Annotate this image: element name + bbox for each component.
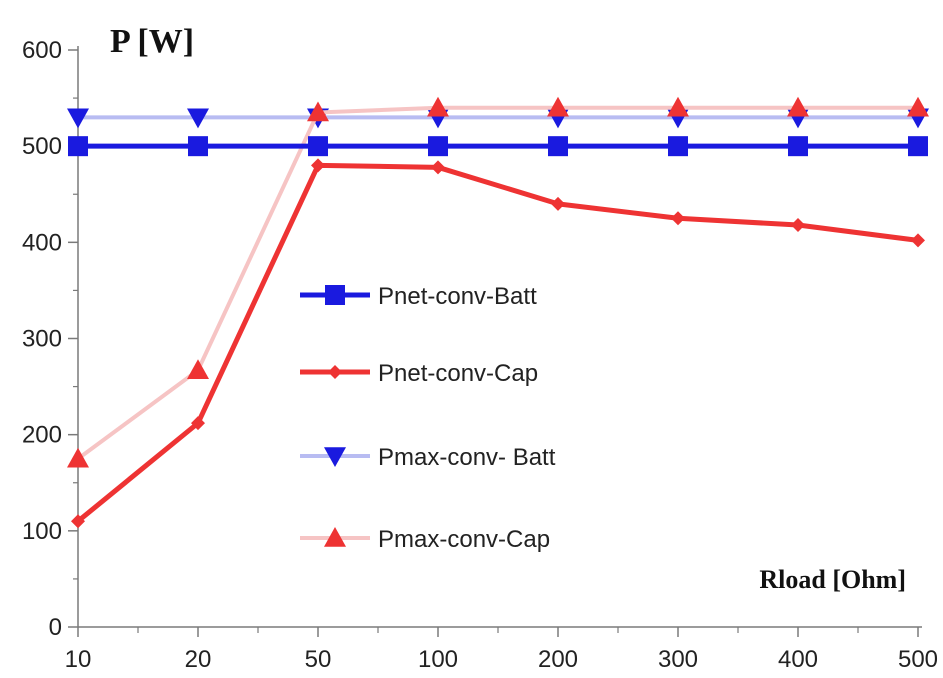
data-point [187,359,209,380]
x-tick-label: 300 [658,646,698,673]
x-tick-label: 100 [418,646,458,673]
data-point [428,136,448,157]
plot-area [67,96,929,529]
x-tick-label: 10 [65,646,92,673]
x-axis-title: Rload [Ohm] [759,565,906,594]
x-tick-label: 200 [538,646,578,673]
data-point [427,96,449,117]
data-point [907,96,929,117]
y-axis-title: P [W] [110,23,194,60]
data-point [191,416,205,431]
y-tick-label: 500 [22,133,62,160]
data-point [547,96,569,117]
data-point [548,136,568,157]
data-point [68,136,88,157]
y-tick-label: 200 [22,422,62,449]
y-tick-label: 0 [49,614,62,641]
data-point [788,136,808,157]
legend-swatch-marker [324,527,346,547]
y-tick-label: 400 [22,229,62,256]
legend-label: Pnet-conv-Cap [378,360,538,387]
series-line [76,162,919,524]
data-point [668,136,688,157]
legend-swatch-marker [328,365,342,379]
legend-label: Pmax-conv- Batt [378,444,556,471]
x-tick-label: 20 [185,646,212,673]
data-point [67,108,89,129]
legend: Pnet-conv-Batt Pnet-conv-Cap Pmax-conv- Ba… [300,283,556,553]
series-line [76,105,918,461]
y-tick-label: 300 [22,326,62,353]
y-tick-label: 100 [22,518,62,545]
data-point [308,136,328,157]
data-point [188,136,208,157]
data-point [671,211,685,226]
legend-label: Pmax-conv-Cap [378,526,550,553]
x-tick-label: 500 [898,646,938,673]
legend-swatch-marker [325,285,345,305]
data-point [187,108,209,129]
data-point [667,96,689,117]
data-point [911,233,925,248]
data-point [908,136,928,157]
data-point [311,158,325,173]
data-point [787,96,809,117]
legend-swatch-marker [324,447,346,467]
x-tick-label: 50 [305,646,332,673]
axes: 0 100 200 300 400 500 600 10 20 50 100 200 300 400 500 [22,37,938,673]
y-tick-label: 600 [22,37,62,64]
data-point [307,101,329,122]
legend-label: Pnet-conv-Batt [378,283,537,310]
data-point [67,447,89,468]
data-point [431,160,445,175]
data-point [71,514,85,529]
x-tick-label: 400 [778,646,818,673]
data-point [791,218,805,233]
data-point [551,196,565,211]
